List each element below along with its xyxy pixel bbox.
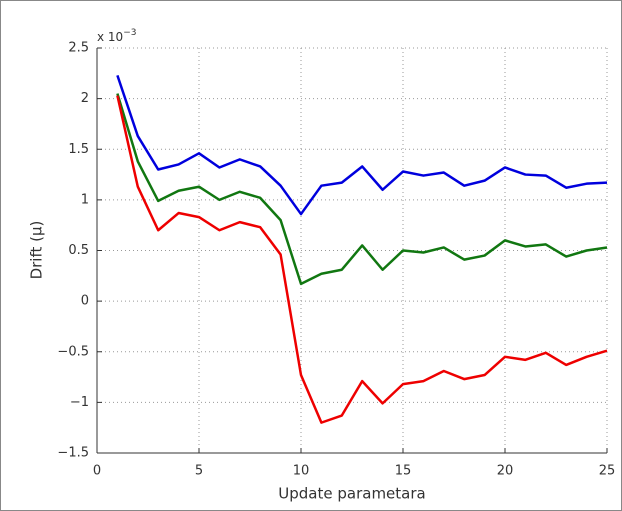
x-tick-label: 15 xyxy=(395,464,412,479)
y-tick-label: −1.5 xyxy=(57,446,89,461)
y-multiplier: x 10−3 xyxy=(97,28,136,44)
y-tick-label: 1.5 xyxy=(68,142,89,157)
x-tick-label: 20 xyxy=(497,464,514,479)
y-tick-label: 0 xyxy=(81,294,89,309)
y-multiplier-base: x 10 xyxy=(97,30,123,44)
x-tick-label: 0 xyxy=(93,464,101,479)
y-tick-label: 1 xyxy=(81,192,89,207)
y-axis-label: Drift (μ) xyxy=(28,221,46,280)
y-tick-label: −1 xyxy=(70,395,89,410)
data-line xyxy=(116,95,608,424)
x-tick-label: 5 xyxy=(195,464,203,479)
y-multiplier-exponent: −3 xyxy=(123,28,136,38)
x-axis-label: Update parametara xyxy=(278,485,425,503)
y-tick-label: 2.5 xyxy=(68,41,89,56)
x-tick-label: 10 xyxy=(293,464,310,479)
x-tick-label: 25 xyxy=(599,464,616,479)
y-tick-label: 2 xyxy=(81,91,89,106)
y-tick-label: 0.5 xyxy=(68,243,89,258)
data-line xyxy=(116,93,608,286)
y-tick-label: −0.5 xyxy=(57,344,89,359)
data-line xyxy=(116,74,608,216)
